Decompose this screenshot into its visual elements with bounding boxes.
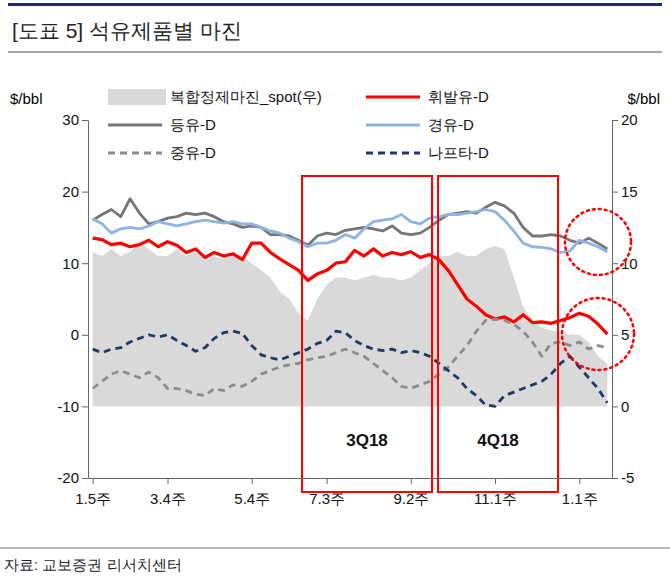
x-tick: 5.4주 [234,478,270,507]
legend-label: 복합정제마진_spot(우) [170,88,322,105]
y-tick: 20 [62,183,88,200]
y-tick-mark [82,335,88,336]
y-tick-label: -20 [57,469,79,486]
y2-tick: 15 [612,183,638,200]
y-tick-label: -10 [57,398,79,415]
line-series [93,331,608,406]
legend-label: 휘발유-D [428,88,489,105]
legend-swatch [366,151,420,154]
legend-swatch [366,123,420,126]
y2-tick: 5 [612,326,629,343]
y-tick-mark [82,406,88,407]
x-tick: 1.5주 [75,478,111,507]
line-series [93,238,608,334]
y-tick-label: 20 [62,183,79,200]
y-tick: 0 [71,326,88,343]
x-tick-label: 5.4주 [234,490,270,507]
y-axis-title: $/bbl [10,90,43,107]
legend-item: 복합정제마진_spot(우) [108,88,322,105]
line-series [93,210,608,253]
x-tick-mark [252,478,253,484]
legend-item: 나프타-D [366,144,489,161]
legend-item: 휘발유-D [366,88,489,105]
y2-tick-mark [612,263,618,264]
legend-label: 중유-D [170,144,216,161]
y-tick: -10 [57,398,88,415]
x-tick-label: 1.1주 [562,490,598,507]
y-tick-mark [82,120,88,121]
y-axis-line [88,121,89,479]
y2-tick-label: 20 [621,111,638,128]
x-tick-mark [168,478,169,484]
source-rule [0,548,670,549]
x-tick-mark [327,478,328,484]
y2-tick: -5 [612,469,634,486]
y2-tick-mark [612,335,618,336]
x-tick-mark [495,478,496,484]
highlight-circle [562,298,634,370]
y2-axis-line [612,121,613,479]
x-axis-line [89,478,613,479]
y2-tick: 0 [612,398,629,415]
x-tick-mark [411,478,412,484]
x-tick-label: 3.4주 [150,490,186,507]
y2-tick-label: 10 [621,255,638,272]
legend-swatch [366,95,420,98]
x-tick-mark [579,478,580,484]
legend: 복합정제마진_spot(우) 휘발유-D 등유-D 경유-D 중유-D 나프타-D [108,88,489,161]
y2-tick-label: 0 [621,398,629,415]
y2-tick-mark [612,478,618,479]
line-series [93,319,608,396]
quarter-label: 3Q18 [346,431,388,450]
annotations: 3Q18 4Q18 [302,176,634,492]
y2-tick-label: 5 [621,326,629,343]
y2-tick: 20 [612,111,638,128]
y2-tick-label: 15 [621,183,638,200]
legend-label: 나프타-D [428,144,489,161]
y2-tick-label: -5 [621,469,634,486]
source: 자료: 교보증권 리서치센터 [4,556,182,573]
legend-swatch [108,123,162,126]
title: [도표 5] 석유제품별 마진 [12,19,242,42]
title-rule [8,52,662,53]
y-axis: -20 -10 0 10 20 30 [57,111,88,486]
y-tick-label: 0 [71,326,79,343]
plot-area [93,199,608,407]
y2-tick-mark [612,120,618,121]
legend-label: 경유-D [428,116,474,133]
x-tick-label: 1.5주 [75,490,111,507]
legend-item: 중유-D [108,144,216,161]
highlight-circle [565,209,631,275]
legend-swatch [108,151,162,154]
y-tick-label: 10 [62,255,79,272]
chart: [도표 5] 석유제품별 마진 $/bbl $/bbl -20 -10 0 10 20 30 -5… [0,0,670,578]
legend-item: 경유-D [366,116,474,133]
y-tick: 30 [62,111,88,128]
x-tick: 3.4주 [150,478,186,507]
y2-tick-mark [612,406,618,407]
y-tick-mark [82,478,88,479]
x-tick: 1.1주 [562,478,598,507]
legend-label: 등유-D [170,116,216,133]
y-tick-mark [82,263,88,264]
y-tick-label: 30 [62,111,79,128]
x-tick-mark [93,478,94,484]
title-top-bar [8,3,662,6]
y-tick: 10 [62,255,88,272]
y-tick: -20 [57,469,88,486]
y2-axis: -5 0 5 10 15 20 [612,111,638,486]
legend-swatch [108,89,166,105]
quarter-box [302,176,432,492]
y2-tick-mark [612,192,618,193]
y2-axis-title: $/bbl [627,90,660,107]
y-tick-mark [82,192,88,193]
area-series [93,242,608,407]
quarter-box [438,176,558,492]
legend-item: 등유-D [108,116,216,133]
quarter-label: 4Q18 [477,431,519,450]
